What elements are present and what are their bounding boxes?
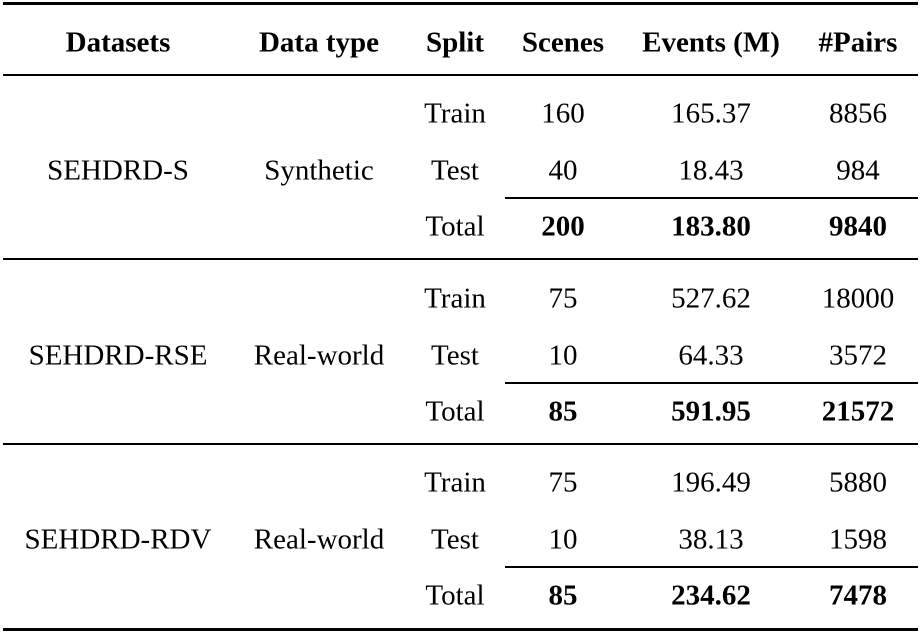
value-cell: 984 bbox=[836, 154, 880, 187]
data-type: Synthetic bbox=[264, 154, 374, 187]
value-cell: 1598 bbox=[829, 523, 887, 556]
header-cell: #Pairs bbox=[818, 26, 898, 59]
split-label: Total bbox=[425, 395, 485, 428]
data-type: Real-world bbox=[253, 523, 385, 556]
top-rule bbox=[3, 1, 918, 5]
dataset-name: SEHDRD-RSE bbox=[28, 339, 208, 372]
value-cell: 8856 bbox=[829, 97, 887, 130]
header-cell: Events (M) bbox=[642, 26, 780, 59]
split-label: Train bbox=[424, 466, 486, 499]
value-cell: 18.43 bbox=[678, 154, 744, 187]
value-cell: 85 bbox=[548, 579, 578, 612]
group-rule bbox=[3, 443, 918, 445]
group-rule bbox=[3, 258, 918, 260]
value-cell: 165.37 bbox=[671, 97, 751, 130]
subtotal-rule bbox=[505, 566, 918, 568]
dataset-name: SEHDRD-RDV bbox=[24, 523, 212, 556]
dataset-name: SEHDRD-S bbox=[47, 154, 189, 187]
value-cell: 200 bbox=[541, 210, 585, 243]
split-label: Test bbox=[431, 523, 479, 556]
header-cell: Split bbox=[425, 26, 485, 59]
value-cell: 3572 bbox=[829, 339, 887, 372]
value-cell: 10 bbox=[548, 339, 578, 372]
value-cell: 38.13 bbox=[678, 523, 744, 556]
value-cell: 527.62 bbox=[671, 282, 751, 315]
value-cell: 40 bbox=[548, 154, 578, 187]
value-cell: 85 bbox=[548, 395, 578, 428]
split-label: Train bbox=[424, 282, 486, 315]
value-cell: 234.62 bbox=[671, 579, 751, 612]
value-cell: 75 bbox=[548, 282, 578, 315]
value-cell: 7478 bbox=[829, 579, 887, 612]
value-cell: 196.49 bbox=[671, 466, 751, 499]
value-cell: 9840 bbox=[829, 210, 887, 243]
value-cell: 160 bbox=[541, 97, 585, 130]
value-cell: 591.95 bbox=[671, 395, 751, 428]
bottom-rule bbox=[3, 627, 918, 631]
split-label: Test bbox=[431, 339, 479, 372]
split-label: Total bbox=[425, 579, 485, 612]
split-label: Train bbox=[424, 97, 486, 130]
header-cell: Data type bbox=[258, 26, 380, 59]
subtotal-rule bbox=[505, 382, 918, 384]
data-type: Real-world bbox=[253, 339, 385, 372]
header-cell: Datasets bbox=[65, 26, 171, 59]
header-cell: Scenes bbox=[521, 26, 605, 59]
header-rule bbox=[3, 74, 918, 76]
value-cell: 5880 bbox=[829, 466, 887, 499]
value-cell: 75 bbox=[548, 466, 578, 499]
value-cell: 10 bbox=[548, 523, 578, 556]
split-label: Test bbox=[431, 154, 479, 187]
subtotal-rule bbox=[505, 197, 918, 199]
value-cell: 18000 bbox=[821, 282, 895, 315]
split-label: Total bbox=[425, 210, 485, 243]
value-cell: 64.33 bbox=[678, 339, 744, 372]
value-cell: 21572 bbox=[821, 395, 895, 428]
value-cell: 183.80 bbox=[671, 210, 751, 243]
